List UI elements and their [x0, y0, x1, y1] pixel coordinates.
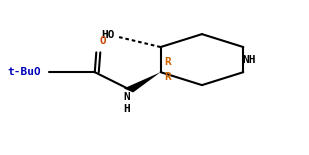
- Text: H: H: [124, 104, 130, 114]
- Text: NH: NH: [242, 55, 256, 65]
- Polygon shape: [124, 72, 161, 92]
- Text: R: R: [164, 73, 171, 82]
- Text: N: N: [124, 92, 130, 102]
- Text: R: R: [164, 57, 171, 67]
- Text: O: O: [99, 36, 106, 46]
- Text: t-BuO: t-BuO: [7, 67, 41, 77]
- Text: HO: HO: [101, 30, 115, 40]
